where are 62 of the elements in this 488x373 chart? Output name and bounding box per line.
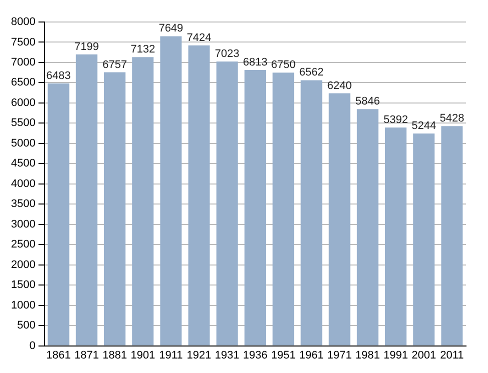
bar (272, 72, 294, 346)
data-label: 5244 (412, 120, 436, 132)
data-label: 7424 (186, 32, 212, 44)
x-tick-label: 1861 (46, 349, 71, 362)
x-tick-label: 2001 (412, 349, 436, 362)
x-tick-label: 1961 (299, 349, 324, 362)
data-label: 7199 (74, 40, 99, 53)
x-tick-label: 1951 (271, 349, 296, 362)
y-tick-label: 4000 (10, 178, 36, 190)
data-label: 7132 (130, 44, 156, 56)
x-tick-label: 1991 (384, 349, 408, 362)
bar (413, 134, 435, 346)
data-label: 7023 (214, 48, 240, 60)
bar (76, 54, 98, 346)
x-tick-label: 1971 (327, 349, 352, 362)
bar (300, 80, 322, 346)
y-tick-label: 6500 (10, 76, 36, 89)
bar (441, 126, 463, 346)
y-tick-label: 7000 (10, 56, 36, 69)
x-tick-label: 1931 (214, 349, 240, 362)
y-tick-label: 2000 (10, 258, 36, 271)
y-tick-label: 1500 (10, 279, 36, 292)
y-tick-label: 1000 (10, 299, 36, 312)
y-tick-label: 0 (29, 340, 36, 352)
x-tick-label: 1981 (355, 349, 380, 362)
x-tick-label: 1901 (130, 349, 156, 362)
x-tick-label: 1881 (102, 349, 127, 362)
x-tick-label: 1871 (74, 349, 99, 362)
bar (48, 83, 70, 346)
bar (132, 57, 154, 346)
y-tick-label: 7500 (10, 36, 36, 48)
bar (104, 72, 126, 346)
x-tick-label: 2011 (440, 349, 464, 362)
bar (384, 128, 406, 346)
bar (188, 45, 210, 346)
y-tick-label: 5000 (10, 137, 36, 150)
data-label: 5428 (440, 112, 464, 125)
x-tick-label: 1911 (159, 349, 183, 362)
data-label: 6483 (46, 70, 71, 82)
y-tick-label: 500 (17, 320, 36, 332)
y-tick-label: 3000 (10, 218, 36, 230)
data-label: 5392 (384, 114, 408, 126)
y-tick-label: 3500 (10, 198, 36, 210)
data-label: 6240 (327, 80, 352, 92)
bar (356, 109, 378, 346)
y-tick-label: 4500 (10, 158, 36, 170)
data-label: 7649 (158, 22, 184, 35)
data-label: 6562 (299, 66, 324, 79)
bar (244, 70, 266, 346)
data-label: 6750 (271, 59, 296, 72)
y-tick-label: 2500 (10, 238, 36, 251)
data-label: 6813 (242, 56, 268, 69)
data-label: 6757 (102, 58, 127, 71)
x-tick-label: 1936 (242, 349, 268, 362)
bar (160, 36, 182, 346)
y-tick-label: 5500 (10, 117, 36, 130)
bar (328, 93, 350, 346)
y-tick-label: 8000 (10, 16, 36, 28)
x-tick-label: 1921 (186, 349, 212, 362)
data-label: 5846 (355, 96, 380, 108)
bar (216, 62, 238, 346)
y-tick-label: 6000 (10, 96, 36, 109)
